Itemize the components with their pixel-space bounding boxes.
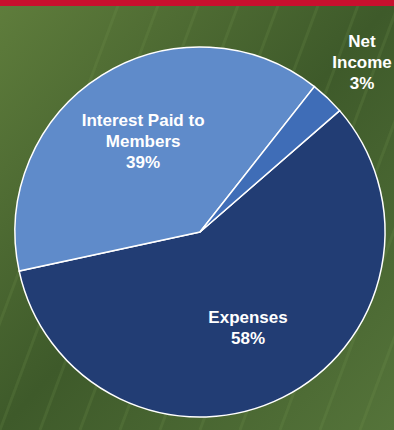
- pie-slice: [200, 87, 340, 232]
- background: [0, 0, 394, 430]
- top-bar: [0, 0, 394, 6]
- slice-label: Expenses: [208, 308, 287, 327]
- slice-value: 58%: [231, 329, 265, 348]
- slice-label: NetIncome: [332, 32, 392, 72]
- slices: [15, 47, 385, 417]
- chart: Expenses 58% Interest Paid toMembers 39% Net…: [0, 0, 394, 430]
- slice-label: Interest Paid toMembers: [82, 111, 205, 151]
- slice-value: 3%: [350, 74, 375, 93]
- labels: Expenses 58% Interest Paid toMembers 39% Net…: [82, 32, 392, 349]
- slice-value: 39%: [126, 153, 160, 172]
